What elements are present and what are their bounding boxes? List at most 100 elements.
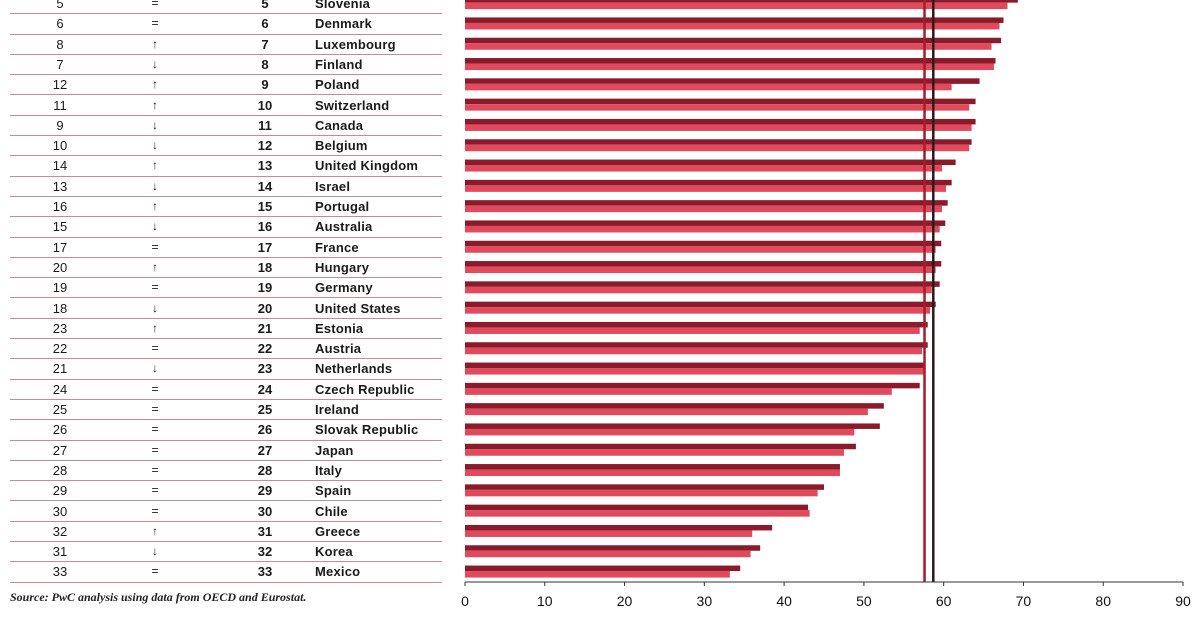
previous-rank: 14 [52, 158, 68, 174]
previous-rank: 11 [53, 97, 67, 113]
rank-change-indicator: ↑ [152, 77, 158, 92]
x-tick-label: 90 [1175, 593, 1191, 609]
rank-change-indicator: ↑ [152, 97, 158, 112]
x-tick-label: 30 [697, 593, 713, 609]
previous-rank: 7 [56, 56, 64, 72]
rank-change-indicator: = [151, 381, 159, 396]
country-name: Luxembourg [315, 36, 396, 52]
bar-dark [465, 545, 761, 551]
rank-change-indicator: ↓ [152, 178, 158, 193]
previous-rank: 32 [52, 523, 68, 539]
table-row: 13 ↓ 14 Israel [10, 177, 442, 197]
table-row: 32 ↑ 31 Greece [10, 522, 442, 543]
rank-change-indicator: ↑ [152, 158, 158, 173]
previous-rank: 10 [52, 138, 68, 154]
bar-dark [465, 565, 741, 572]
table-row: 24 = 24 Czech Republic [10, 380, 442, 400]
bar-light [465, 307, 931, 314]
bar-light [465, 530, 753, 537]
x-tick-label: 0 [461, 593, 469, 609]
source-note: Source: PwC analysis using data from OEC… [10, 590, 307, 604]
table-row: 8 ↑ 7 Luxembourg [10, 35, 442, 55]
rank-change-indicator: ↑ [152, 523, 158, 538]
rank-change-indicator: = [151, 564, 159, 579]
table-row: 30 = 30 Chile [10, 502, 442, 522]
current-rank: 27 [257, 442, 273, 458]
bar-dark [465, 17, 1004, 23]
previous-rank: 12 [52, 77, 68, 93]
rank-change-indicator: = [151, 341, 159, 356]
bar-light [465, 104, 970, 111]
bar-light [465, 185, 947, 192]
bar-light [465, 124, 972, 131]
current-rank: 29 [257, 483, 273, 499]
bar-dark [465, 484, 824, 490]
current-rank: 6 [261, 16, 269, 32]
bar-light [465, 205, 943, 213]
country-name: Germany [315, 280, 373, 296]
bar-dark [465, 524, 773, 531]
country-name: Greece [315, 523, 361, 539]
table-row: 11 ↑ 10 Switzerland [10, 96, 442, 116]
country-name: Estonia [315, 320, 364, 336]
country-name: Denmark [315, 16, 373, 32]
bar-light [465, 571, 730, 578]
x-tick-label: 70 [1016, 593, 1032, 609]
bar-dark [465, 37, 1002, 44]
table-row: 17 = 17 France [10, 238, 442, 258]
current-rank: 24 [257, 381, 273, 397]
previous-rank: 26 [52, 422, 68, 438]
bar-dark [465, 301, 936, 308]
current-rank: 13 [257, 158, 273, 174]
current-rank: 7 [261, 36, 269, 52]
rank-change-indicator: = [151, 0, 159, 10]
table-row: 5 = 5 Slovenia [10, 0, 442, 15]
current-rank: 23 [257, 361, 273, 377]
table-row: 31 ↓ 32 Korea [10, 542, 442, 563]
country-name: Italy [315, 462, 343, 478]
previous-rank: 13 [52, 178, 68, 194]
x-tick-label: 40 [776, 593, 792, 609]
country-name: Australia [315, 219, 373, 235]
bar-light [465, 368, 924, 375]
bar-dark [465, 220, 946, 226]
table-row: 27 = 27 Japan [10, 441, 442, 461]
rank-change-indicator: = [151, 239, 159, 254]
rank-change-indicator: ↓ [152, 361, 158, 376]
table-row: 28 = 28 Italy [10, 461, 442, 482]
bar-dark [465, 139, 972, 145]
country-name: Switzerland [315, 97, 390, 113]
bar-light [465, 327, 920, 334]
previous-rank: 23 [52, 320, 68, 336]
previous-rank: 30 [52, 503, 68, 519]
current-rank: 19 [257, 280, 273, 296]
previous-rank: 18 [52, 300, 68, 316]
current-rank: 21 [257, 320, 273, 336]
rank-change-indicator: = [151, 280, 159, 295]
rank-change-indicator: ↓ [152, 56, 158, 71]
country-name: Spain [315, 483, 352, 499]
ranking-table: 5 = 5 Slovenia 6 = 6 Denmark 8 ↑ 7 Luxembourg 7 ↓ 8 Fin… [10, 0, 442, 583]
table-row: 18 ↓ 20 United States [10, 299, 442, 319]
table-row: 23 ↑ 21 Estonia [10, 319, 442, 340]
table-row: 19 = 19 Germany [10, 278, 442, 299]
country-name: Austria [315, 341, 362, 357]
current-rank: 18 [257, 259, 273, 275]
country-name: Belgium [315, 138, 368, 154]
previous-rank: 8 [56, 36, 64, 52]
bar-dark [465, 504, 809, 511]
bar-light [465, 388, 892, 395]
country-name: Poland [315, 77, 360, 93]
bar-light [465, 43, 992, 50]
x-tick-label: 60 [936, 593, 952, 609]
country-name: Hungary [315, 259, 370, 275]
country-name: Portugal [315, 199, 370, 214]
current-rank: 25 [257, 402, 273, 417]
country-name: Korea [315, 544, 353, 560]
rank-change-indicator: ↑ [152, 36, 158, 51]
table-row: 33 = 33 Mexico [10, 562, 442, 583]
country-name: Mexico [315, 564, 361, 580]
table-row: 16 ↑ 15 Portugal [10, 197, 442, 218]
table-row: 7 ↓ 8 Finland [10, 55, 442, 76]
